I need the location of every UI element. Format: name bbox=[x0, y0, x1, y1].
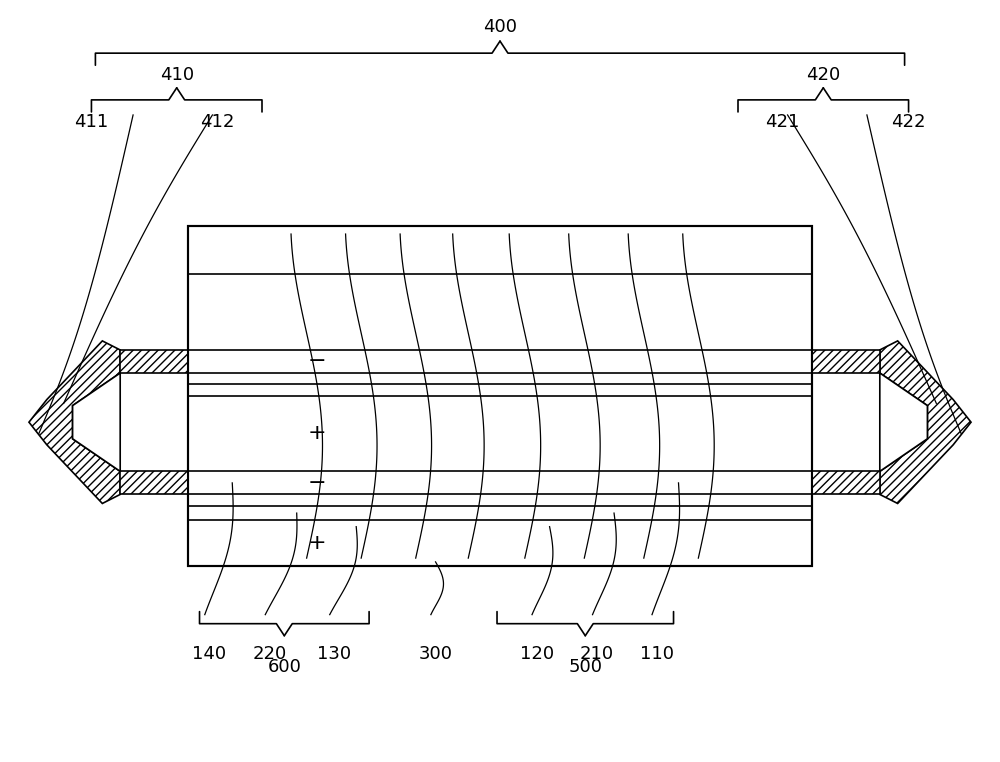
Text: +: + bbox=[307, 424, 326, 443]
Text: 411: 411 bbox=[74, 114, 109, 132]
Text: 420: 420 bbox=[806, 66, 840, 84]
Bar bbox=[120, 350, 188, 373]
Text: 500: 500 bbox=[568, 658, 602, 676]
Text: 140: 140 bbox=[192, 645, 227, 663]
Text: 300: 300 bbox=[419, 645, 453, 663]
Bar bbox=[812, 472, 880, 495]
Text: 422: 422 bbox=[891, 114, 926, 132]
Polygon shape bbox=[880, 373, 927, 472]
Text: 412: 412 bbox=[200, 114, 235, 132]
Text: 600: 600 bbox=[267, 658, 301, 676]
Text: 220: 220 bbox=[253, 645, 287, 663]
Text: +: + bbox=[307, 533, 326, 552]
Text: 120: 120 bbox=[520, 645, 554, 663]
Bar bbox=[812, 350, 880, 373]
Polygon shape bbox=[880, 341, 971, 504]
Bar bbox=[188, 226, 812, 565]
Text: 210: 210 bbox=[580, 645, 614, 663]
Text: 400: 400 bbox=[483, 18, 517, 36]
Text: 410: 410 bbox=[160, 66, 194, 84]
Text: 110: 110 bbox=[640, 645, 674, 663]
Text: −: − bbox=[307, 351, 326, 372]
Bar bbox=[120, 472, 188, 495]
Text: 130: 130 bbox=[317, 645, 351, 663]
Text: −: − bbox=[307, 472, 326, 492]
Polygon shape bbox=[73, 373, 120, 472]
Polygon shape bbox=[29, 341, 120, 504]
Text: 421: 421 bbox=[765, 114, 800, 132]
Bar bbox=[188, 226, 812, 565]
